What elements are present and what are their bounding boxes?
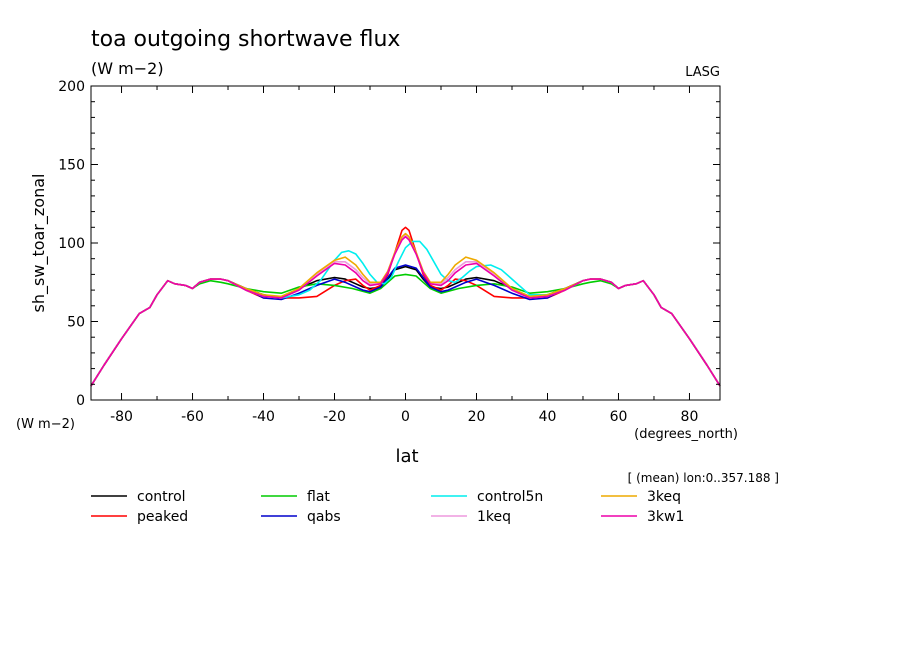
legend-label-1keq: 1keq: [477, 509, 511, 525]
series-line-flat: [90, 273, 721, 387]
series-line-peaked: [90, 226, 721, 387]
legend-label-peaked: peaked: [137, 509, 188, 525]
x-tick-label: 40: [539, 409, 557, 425]
chart-subtitle: (W m−2): [91, 59, 164, 78]
y-axis-units: (W m−2): [16, 417, 75, 432]
mean-note: [ (mean) lon:0..357.188 ]: [628, 471, 779, 485]
y-axis-label: sh_sw_toar_zonal: [29, 174, 49, 313]
x-tick-label: 80: [681, 409, 699, 425]
x-axis-units: (degrees_north): [634, 427, 738, 442]
plot-series: [90, 226, 721, 387]
y-tick-label: 150: [58, 158, 85, 174]
y-tick-label: 50: [67, 315, 85, 331]
series-line-1keq: [90, 234, 721, 387]
y-tick-label: 0: [76, 393, 85, 409]
series-line-3kw1: [90, 235, 721, 387]
series-line-3keq: [90, 232, 721, 387]
y-tick-label: 200: [58, 79, 85, 95]
legend-label-qabs: qabs: [307, 509, 341, 525]
legend-label-3keq: 3keq: [647, 489, 681, 505]
x-axis-label: lat: [395, 446, 418, 467]
chart-title: toa outgoing shortwave flux: [91, 27, 400, 52]
x-tick-label: -20: [323, 409, 346, 425]
legend-label-control: control: [137, 489, 186, 505]
series-line-qabs: [90, 264, 721, 387]
series-line-control5n: [90, 240, 721, 387]
x-tick-label: 20: [468, 409, 486, 425]
x-tick-label: -40: [252, 409, 275, 425]
axes: -80 -60 -40 -20 0 20 40 60 80 0 50 100 150 200: [58, 79, 720, 425]
legend-label-3kw1: 3kw1: [647, 509, 684, 525]
x-tick-label: -80: [110, 409, 133, 425]
x-tick-label: 0: [401, 409, 410, 425]
x-tick-label: 60: [610, 409, 628, 425]
source-label: LASG: [685, 65, 720, 80]
legend-label-control5n: control5n: [477, 489, 543, 505]
legend: control peaked flat qabs control5n 1keq 3keq 3k…: [91, 489, 684, 525]
y-tick-label: 100: [58, 236, 85, 252]
series-line-control: [90, 265, 721, 387]
legend-label-flat: flat: [307, 489, 330, 505]
x-tick-label: -60: [181, 409, 204, 425]
plot-frame: [90, 85, 721, 401]
